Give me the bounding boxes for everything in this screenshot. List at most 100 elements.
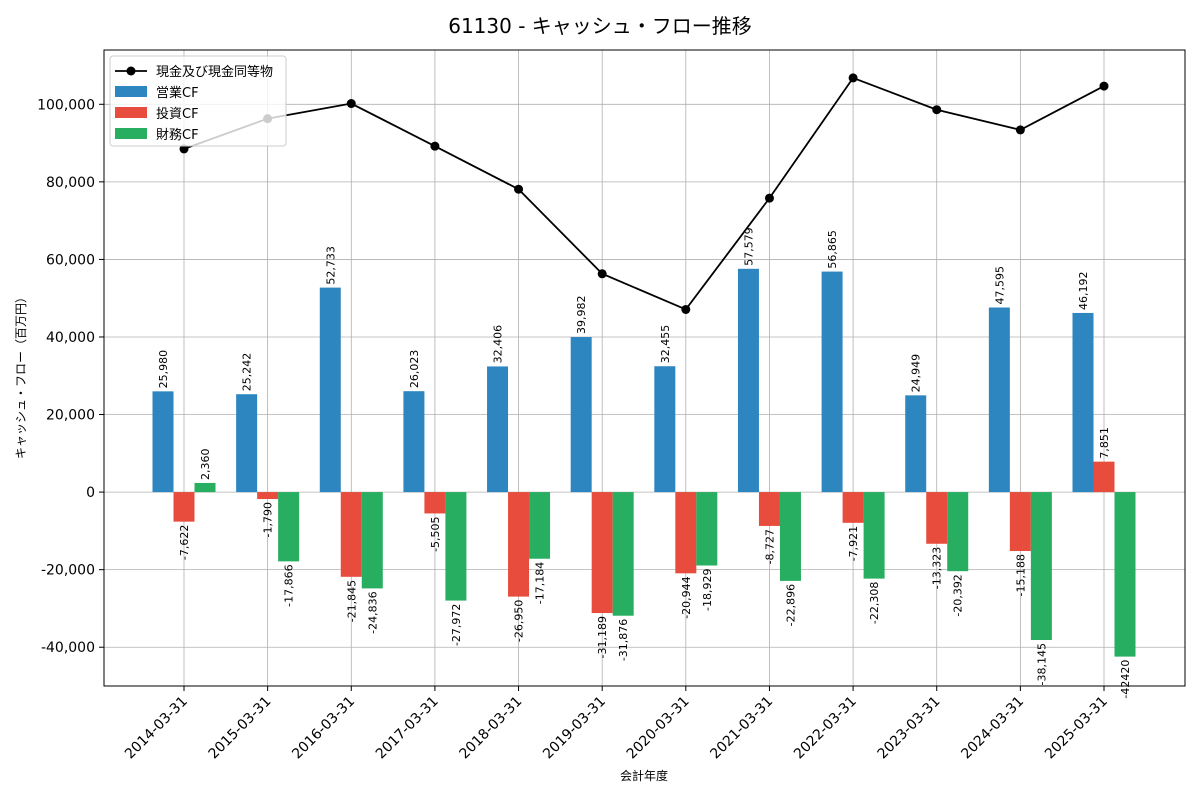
bar [864,492,885,579]
bar [926,492,947,544]
bar-value-label: -22,896 [784,584,797,626]
bar [675,492,696,573]
y-tick-label: -20,000 [41,563,95,579]
bar-value-label: 39,982 [575,296,588,335]
bar-value-label: -20,392 [952,574,965,616]
bar [424,492,445,513]
bar-value-label: 46,192 [1077,271,1090,310]
bar [195,483,216,492]
bar-value-label: -31,189 [596,616,609,658]
bar [571,337,592,492]
bar [780,492,801,581]
cash-line-point [932,105,941,114]
cash-line-point [430,142,439,151]
cash-line-point [514,185,523,194]
bar-value-label: -22,308 [868,582,881,624]
bar [153,391,174,492]
bar-value-label: 57,579 [742,227,755,266]
x-tick-label: 2024-03-31 [958,694,1027,763]
x-tick-label: 2021-03-31 [707,694,776,763]
y-tick-label: -40,000 [41,640,95,656]
y-axis: -40,000 -20,000 0 20,000 40,000 60,000 80,000 1… [37,97,104,656]
bar [236,394,257,492]
cash-line-point [765,194,774,203]
bar-value-label: -18,929 [701,569,714,611]
bar [1073,313,1094,492]
y-tick-label: 100,000 [37,97,95,113]
legend-label: 投資CF [156,106,199,122]
bar-value-label: 2,360 [199,448,212,480]
y-tick-label: 0 [86,485,95,501]
legend-marker [127,67,136,76]
bar [759,492,780,526]
bar [278,492,299,561]
bar-value-label: 25,980 [157,350,170,389]
legend-label: 営業CF [156,85,199,101]
legend-label: 財務CF [156,128,199,143]
bar-value-label: 26,023 [408,350,421,389]
bar-value-label: -15,188 [1014,554,1027,596]
bar [362,492,383,588]
chart-title: 61130 - キャッシュ・フロー推移 [448,14,752,38]
bar [592,492,613,613]
bar [1115,492,1136,657]
legend-label: 現金及び現金同等物 [156,64,273,80]
bar-value-label: -17,184 [534,562,547,604]
bar-labels: 25,980 25,242 52,733 26,023 32,406 39,982 32,4… [157,227,1132,698]
bar-value-label: -26,950 [513,600,526,642]
y-tick-label: 60,000 [46,252,95,268]
bar [822,272,843,493]
bar-value-label: 7,851 [1098,427,1111,459]
bar-value-label: -42420 [1119,660,1132,699]
bar [445,492,466,600]
bar-value-label: -21,845 [345,580,358,622]
bar [654,366,675,492]
x-tick-label: 2025-03-31 [1042,694,1111,763]
bar [508,492,529,597]
cash-line-point [681,305,690,314]
x-tick-label: 2018-03-31 [457,694,526,763]
bar-value-label: -7,622 [178,525,191,560]
bar-value-label: -17,866 [283,564,296,606]
x-tick-label: 2017-03-31 [373,694,442,763]
bar [1031,492,1052,640]
x-tick-label: 2019-03-31 [540,694,609,763]
bar-value-label: -13,323 [931,547,944,589]
bar [320,288,341,493]
x-tick-label: 2020-03-31 [624,694,693,763]
bar-value-label: 32,406 [492,325,505,364]
bar-value-label: -31,876 [617,619,630,661]
bar [843,492,864,523]
x-tick-label: 2022-03-31 [791,694,860,763]
bar [905,395,926,492]
cash-line-point [347,99,356,108]
x-axis: 2014-03-31 2015-03-31 2016-03-31 2017-03-31… [122,686,1111,762]
cash-line-point [598,269,607,278]
bar [403,391,424,492]
bar [1010,492,1031,551]
bar [613,492,634,616]
bar-value-label: 47,595 [993,266,1006,305]
cash-line-series [180,73,1109,314]
bar-value-label: -38,145 [1035,643,1048,685]
bar [174,492,195,522]
x-tick-label: 2015-03-31 [206,694,275,763]
bar-value-label: 25,242 [241,353,254,392]
bar [738,269,759,492]
bar-value-label: -20,944 [680,576,693,618]
bar-value-label: -1,790 [262,502,275,537]
bar [1094,462,1115,492]
bars [153,269,1136,657]
legend-bar-swatch [115,128,147,139]
bar-value-label: 24,949 [910,354,923,393]
y-tick-label: 40,000 [46,330,95,346]
legend: 現金及び現金同等物営業CF 投資CF 財務CF [110,56,286,146]
bar-value-label: -24,836 [366,591,379,633]
bar [487,366,508,492]
cash-line-point [1100,82,1109,91]
y-tick-label: 20,000 [46,408,95,424]
cash-line-point [1016,125,1025,134]
bar [341,492,362,577]
bar [696,492,717,565]
